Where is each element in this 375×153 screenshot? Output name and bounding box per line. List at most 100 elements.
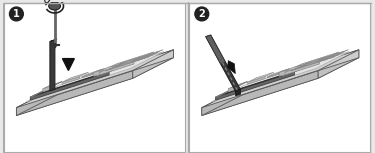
Polygon shape: [330, 55, 336, 57]
Polygon shape: [309, 62, 315, 64]
Polygon shape: [93, 71, 101, 75]
Polygon shape: [96, 55, 145, 73]
Polygon shape: [228, 61, 236, 74]
Polygon shape: [135, 57, 141, 59]
Polygon shape: [302, 65, 308, 67]
Polygon shape: [121, 61, 131, 65]
Polygon shape: [282, 61, 320, 76]
Polygon shape: [206, 35, 225, 64]
Polygon shape: [243, 50, 359, 95]
Polygon shape: [228, 83, 244, 89]
Polygon shape: [321, 58, 328, 61]
Polygon shape: [130, 58, 136, 61]
Polygon shape: [129, 60, 135, 62]
Polygon shape: [337, 51, 343, 54]
Polygon shape: [216, 72, 294, 100]
Polygon shape: [303, 63, 309, 66]
Polygon shape: [141, 55, 147, 57]
Polygon shape: [295, 52, 339, 67]
Polygon shape: [16, 50, 174, 108]
Polygon shape: [26, 52, 164, 102]
Polygon shape: [82, 73, 94, 78]
Polygon shape: [267, 70, 285, 77]
Polygon shape: [148, 53, 154, 56]
Polygon shape: [111, 67, 117, 69]
Polygon shape: [57, 50, 174, 95]
Polygon shape: [30, 70, 114, 97]
Bar: [4, 3, 185, 152]
Polygon shape: [133, 60, 139, 62]
Polygon shape: [30, 82, 62, 97]
Polygon shape: [94, 71, 100, 76]
Polygon shape: [116, 63, 122, 66]
Polygon shape: [16, 58, 174, 116]
Polygon shape: [248, 72, 274, 82]
Polygon shape: [336, 53, 342, 56]
Polygon shape: [150, 53, 156, 56]
Polygon shape: [16, 87, 57, 116]
Polygon shape: [133, 50, 174, 78]
Polygon shape: [202, 87, 243, 116]
Polygon shape: [96, 61, 134, 76]
Polygon shape: [310, 60, 316, 63]
Polygon shape: [141, 56, 148, 59]
Polygon shape: [318, 60, 324, 62]
Polygon shape: [124, 60, 130, 63]
Polygon shape: [307, 61, 316, 65]
Polygon shape: [318, 50, 359, 78]
Polygon shape: [43, 86, 52, 92]
Polygon shape: [128, 62, 134, 64]
Polygon shape: [145, 55, 151, 57]
Polygon shape: [297, 67, 303, 69]
Polygon shape: [325, 57, 331, 59]
Polygon shape: [236, 89, 240, 96]
Polygon shape: [313, 62, 319, 64]
Polygon shape: [117, 65, 123, 67]
Polygon shape: [154, 51, 160, 54]
Polygon shape: [320, 58, 326, 61]
Polygon shape: [94, 69, 104, 73]
Polygon shape: [278, 71, 286, 75]
Polygon shape: [202, 50, 359, 108]
Polygon shape: [110, 52, 154, 67]
Polygon shape: [308, 63, 314, 66]
Polygon shape: [279, 71, 285, 76]
Polygon shape: [137, 57, 144, 59]
Polygon shape: [62, 77, 80, 84]
Polygon shape: [326, 55, 332, 57]
Polygon shape: [30, 72, 109, 100]
Polygon shape: [63, 59, 74, 70]
Polygon shape: [146, 53, 152, 56]
Circle shape: [9, 7, 23, 21]
Text: 2: 2: [198, 9, 205, 19]
Polygon shape: [216, 82, 248, 97]
Polygon shape: [147, 55, 153, 57]
Polygon shape: [123, 62, 129, 64]
Polygon shape: [109, 67, 115, 69]
Polygon shape: [329, 56, 335, 59]
Polygon shape: [120, 63, 126, 66]
Ellipse shape: [49, 2, 60, 10]
Polygon shape: [282, 55, 330, 73]
Polygon shape: [138, 58, 144, 61]
Polygon shape: [342, 50, 348, 52]
Polygon shape: [106, 69, 112, 71]
Polygon shape: [300, 65, 306, 68]
Polygon shape: [202, 70, 318, 116]
Polygon shape: [301, 63, 307, 66]
Polygon shape: [306, 62, 313, 64]
Text: 1: 1: [13, 9, 20, 19]
Polygon shape: [144, 56, 150, 59]
Polygon shape: [278, 68, 291, 73]
Polygon shape: [82, 70, 99, 77]
Polygon shape: [298, 65, 304, 68]
Polygon shape: [321, 57, 327, 59]
Circle shape: [195, 7, 209, 21]
Polygon shape: [121, 58, 137, 64]
Polygon shape: [279, 69, 289, 73]
Bar: [189, 3, 370, 152]
Polygon shape: [314, 60, 320, 62]
Polygon shape: [312, 60, 318, 62]
Polygon shape: [324, 58, 330, 61]
Polygon shape: [136, 58, 142, 61]
